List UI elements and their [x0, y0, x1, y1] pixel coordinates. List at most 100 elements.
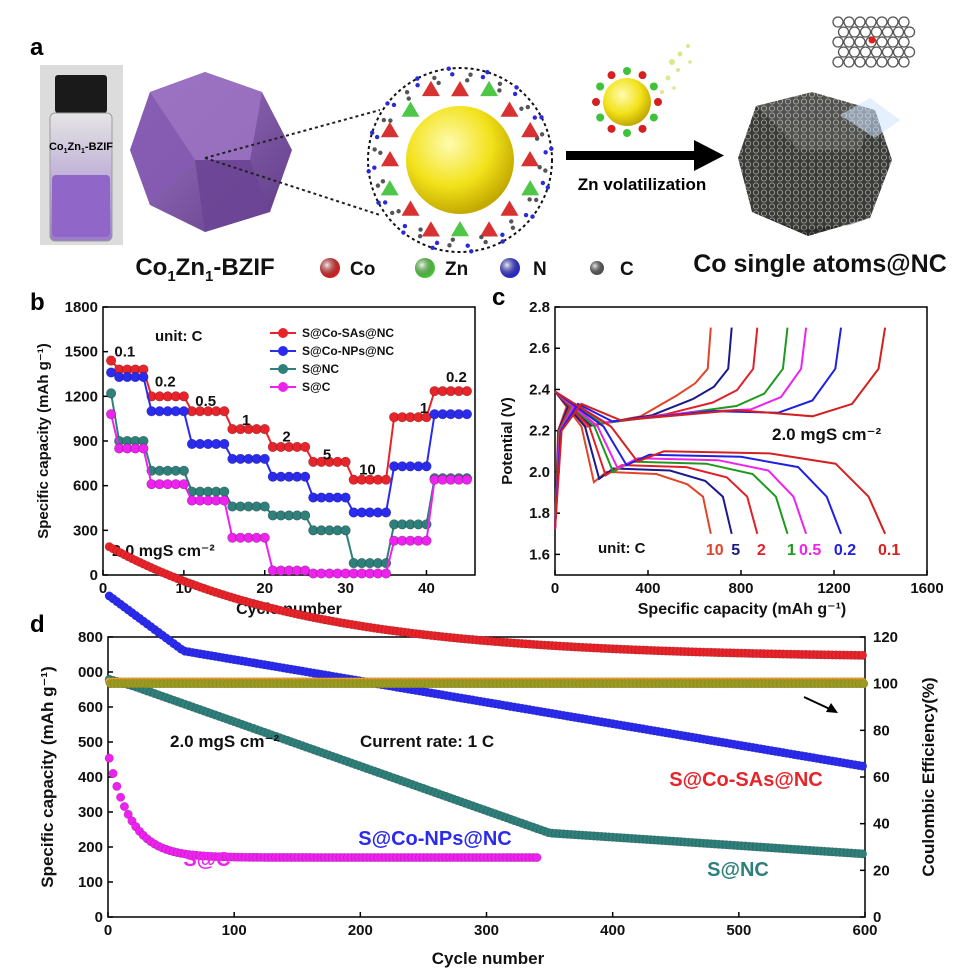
- data-point: [300, 441, 311, 453]
- legend-label: S@NC: [302, 362, 339, 376]
- zif-atom: [527, 197, 532, 202]
- y2-tick-label: 20: [873, 862, 890, 879]
- zif-atom: [404, 90, 410, 95]
- data-point: [138, 371, 149, 383]
- process-arrow: [566, 140, 724, 171]
- zif-node: [596, 113, 605, 122]
- graphene-ring: [854, 36, 866, 48]
- data-point: [219, 486, 230, 497]
- y-tick-label: 800: [78, 629, 103, 646]
- rate-label: 0.5: [799, 542, 821, 559]
- data-point: [259, 501, 270, 512]
- zif-atom: [497, 81, 503, 87]
- x-tick-label: 300: [474, 922, 499, 939]
- data-point: [340, 492, 351, 503]
- graphene-ring: [859, 26, 872, 38]
- data-point: [123, 809, 133, 819]
- zif-structure-zoom: [366, 66, 554, 254]
- panel-c-xlabel: Specific capacity (mAh g⁻¹): [638, 601, 847, 618]
- data-point: [461, 409, 473, 420]
- data-point: [104, 753, 114, 763]
- panel-c-ylabel: Potential (V): [499, 397, 516, 485]
- graphene-ring: [837, 46, 850, 58]
- zif-atom: [430, 245, 435, 251]
- data-point: [178, 406, 189, 417]
- graphene-ring: [887, 56, 899, 68]
- graphene-ring: [892, 46, 905, 58]
- data-point: [380, 507, 392, 518]
- x-tick-label: 1600: [910, 580, 943, 597]
- legend-label: S@Co-SAs@NC: [302, 326, 394, 340]
- zif-atom: [372, 165, 377, 170]
- zif-tetrahedron: [421, 80, 440, 97]
- zif-tetrahedron: [480, 80, 499, 97]
- y-tick-label: 2.6: [529, 340, 550, 357]
- rate-label: 0.2: [446, 369, 467, 386]
- zif-atom: [539, 115, 544, 120]
- product-title: Co single atoms@NC: [693, 250, 947, 278]
- panel-d-rate-note: Current rate: 1 C: [360, 732, 494, 751]
- x-tick-label: 40: [418, 580, 435, 597]
- rate-label: 1: [242, 412, 250, 429]
- rate-label: 0.1: [878, 542, 900, 559]
- zif-atom: [519, 106, 524, 111]
- panel-d-loading-note: 2.0 mgS cm⁻²: [170, 732, 279, 751]
- y-tick-label: 100: [78, 874, 103, 891]
- y2-tick-label: 80: [873, 722, 890, 739]
- panel-c-frame: [554, 306, 928, 576]
- zif-atom: [401, 230, 406, 235]
- data-point: [105, 409, 117, 420]
- graphene-ring: [859, 46, 872, 58]
- ce-arrow: [803, 696, 838, 713]
- zif-atom: [514, 85, 519, 90]
- zif-atom: [510, 225, 516, 230]
- x-tick-label: 400: [635, 580, 660, 597]
- zif-atom: [415, 76, 420, 81]
- zif-atom: [483, 239, 488, 245]
- co-single-atom: [868, 36, 876, 44]
- legend-marker: [278, 364, 288, 374]
- graphene-ring: [832, 36, 844, 48]
- zif-atom: [540, 180, 546, 186]
- charge-curve: [554, 327, 759, 530]
- legend-label: S@Co-NPs@NC: [302, 344, 394, 358]
- zif-atom: [380, 179, 386, 184]
- zif-atom: [530, 214, 535, 219]
- data-point: [380, 474, 392, 485]
- zif-tetrahedron: [480, 221, 499, 237]
- zif-atom: [418, 227, 423, 232]
- x-tick-label: 0: [99, 580, 107, 597]
- zif-framework: [366, 66, 554, 254]
- panel-d-y2label: Coulombic Efficiency(%): [919, 677, 938, 876]
- zif-atom: [375, 183, 381, 188]
- zif-tetrahedron: [380, 180, 399, 196]
- zif-atom: [485, 69, 490, 75]
- legend-c-label: C: [620, 259, 634, 280]
- panel-c: c 0 400 800 1200 1600 1.6 1.8 2.0 2.2 2.4 2.6 2.8 1…: [492, 284, 944, 618]
- x-tick-label: 400: [600, 922, 625, 939]
- zif-tetrahedron: [381, 151, 399, 167]
- zif-node: [638, 124, 647, 133]
- y-tick-label: 300: [73, 522, 98, 539]
- graphene-ring: [903, 26, 916, 38]
- panel-c-loading-note: 2.0 mgS cm⁻²: [772, 425, 881, 444]
- series-label-co-nps: S@Co-NPs@NC: [358, 828, 511, 850]
- zif-tetrahedron: [521, 121, 540, 138]
- atom-legend: Co Zn N C: [320, 258, 634, 280]
- x-tick-label: 1200: [817, 580, 850, 597]
- x-tick-label: 0: [551, 580, 559, 597]
- rate-label: 10: [706, 542, 724, 559]
- graphene-ring: [887, 16, 899, 28]
- zif-atom: [543, 150, 548, 155]
- graphene-ring: [843, 36, 855, 48]
- data-point: [219, 495, 230, 506]
- data-point: [461, 386, 473, 397]
- data-point: [857, 650, 868, 660]
- data-point: [112, 781, 122, 791]
- panel-c-curves: [554, 327, 887, 535]
- panel-b-unit-note: unit: C: [155, 328, 203, 345]
- data-point: [178, 465, 189, 476]
- data-point: [259, 532, 270, 543]
- data-point: [300, 510, 311, 521]
